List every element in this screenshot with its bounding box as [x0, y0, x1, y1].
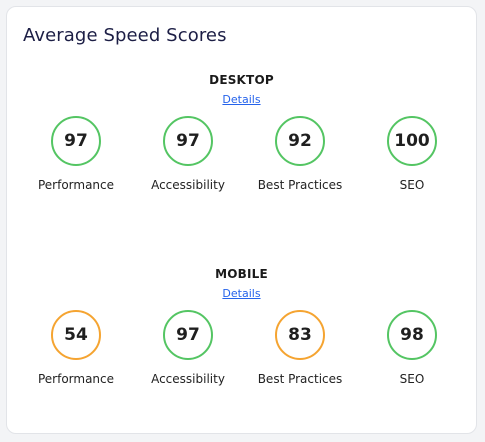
- metric-label: Performance: [37, 372, 115, 386]
- score-value: 54: [64, 325, 88, 345]
- mobile-metric-performance: 54 Performance: [20, 310, 132, 386]
- desktop-metric-accessibility: 97 Accessibility: [132, 116, 244, 192]
- score-gauge: 92: [275, 116, 325, 166]
- score-value: 97: [176, 131, 200, 151]
- metric-label: SEO: [399, 178, 425, 192]
- score-gauge: 100: [387, 116, 437, 166]
- score-gauge: 97: [51, 116, 101, 166]
- desktop-metric-performance: 97 Performance: [20, 116, 132, 192]
- metric-label: Accessibility: [151, 372, 225, 386]
- score-gauge: 97: [163, 310, 213, 360]
- score-value: 100: [394, 131, 430, 151]
- score-value: 83: [288, 325, 312, 345]
- desktop-section-title: DESKTOP: [209, 73, 274, 87]
- score-gauge: 83: [275, 310, 325, 360]
- metric-label: Best Practices: [257, 178, 343, 192]
- mobile-metric-best-practices: 83 Best Practices: [244, 310, 356, 386]
- mobile-section: MOBILE Details 54 Performance 97 Accessi…: [7, 267, 476, 417]
- desktop-metric-best-practices: 92 Best Practices: [244, 116, 356, 192]
- score-value: 92: [288, 131, 312, 151]
- metric-label: Best Practices: [257, 372, 343, 386]
- score-value: 97: [176, 325, 200, 345]
- score-gauge: 98: [387, 310, 437, 360]
- desktop-metric-seo: 100 SEO: [356, 116, 468, 192]
- mobile-metric-seo: 98 SEO: [356, 310, 468, 386]
- speed-scores-card: Average Speed Scores DESKTOP Details 97 …: [6, 6, 477, 434]
- mobile-metrics: 54 Performance 97 Accessibility 83 Best …: [7, 310, 476, 410]
- score-value: 97: [64, 131, 88, 151]
- card-title: Average Speed Scores: [23, 25, 227, 46]
- score-gauge: 97: [163, 116, 213, 166]
- metric-label: Accessibility: [151, 178, 225, 192]
- desktop-section: DESKTOP Details 97 Performance 97 Access…: [7, 73, 476, 223]
- score-gauge: 54: [51, 310, 101, 360]
- desktop-details-link[interactable]: Details: [222, 93, 261, 106]
- mobile-section-title: MOBILE: [215, 267, 268, 281]
- desktop-metrics: 97 Performance 97 Accessibility 92 Best …: [7, 116, 476, 216]
- metric-label: SEO: [399, 372, 425, 386]
- mobile-metric-accessibility: 97 Accessibility: [132, 310, 244, 386]
- mobile-details-link[interactable]: Details: [222, 287, 261, 300]
- metric-label: Performance: [37, 178, 115, 192]
- score-value: 98: [400, 325, 424, 345]
